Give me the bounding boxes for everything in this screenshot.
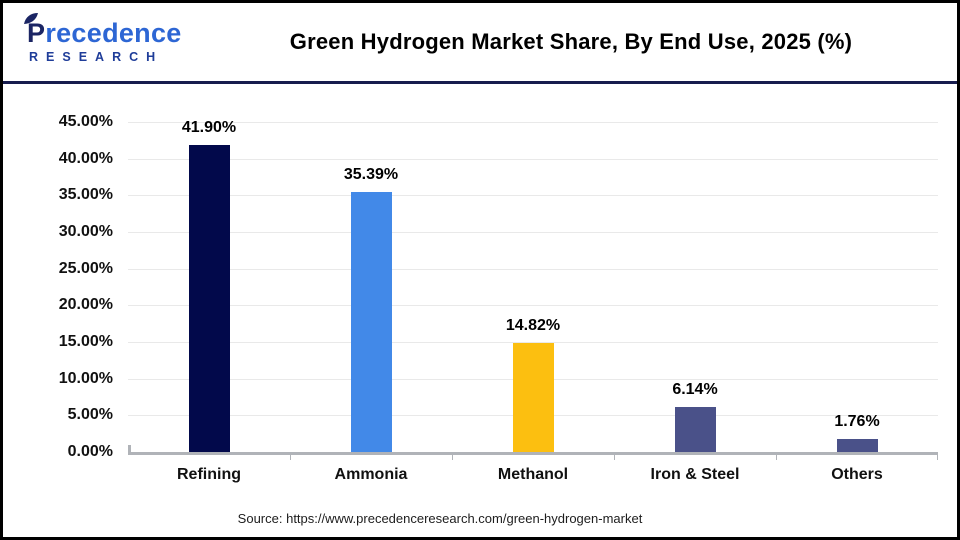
chart-title: Green Hydrogen Market Share, By End Use,… (289, 29, 853, 54)
y-axis-tick-label: 30.00% (58, 223, 113, 240)
x-axis-tick (776, 455, 777, 460)
bar-ammonia (350, 192, 392, 452)
y-axis-stub (128, 445, 131, 452)
source-text: Source: https://www.precedenceresearch.c… (237, 511, 643, 526)
bar-value-label: 35.39% (343, 166, 399, 184)
y-axis-tick-label: 25.00% (58, 259, 113, 277)
x-axis-label: Methanol (497, 466, 569, 483)
bar-value-label: 14.82% (505, 317, 561, 335)
y-axis-tick-label: 10.00% (58, 369, 113, 387)
bar-others (836, 439, 878, 452)
gridline (128, 268, 938, 270)
y-axis-tick-label: 15.00% (58, 333, 113, 350)
y-axis-tick-label: 35.00% (58, 186, 113, 204)
y-axis-tick-label: 40.00% (58, 149, 113, 167)
logo-word-rest: recedence (45, 18, 182, 49)
bar-methanol (512, 343, 554, 452)
bar-value-label: 6.14% (672, 380, 718, 398)
y-axis-tick-label: 45.00% (58, 113, 113, 130)
x-axis-tick (452, 455, 453, 460)
x-axis-tick (290, 455, 291, 460)
header-divider (3, 81, 957, 84)
bar-value-label: 41.90% (181, 118, 237, 136)
bar-refining (188, 144, 230, 452)
y-axis-tick-label: 0.00% (67, 443, 113, 460)
precedence-research-logo: Precedence RESEARCH (24, 13, 240, 65)
gridline (128, 342, 938, 343)
bar-value-label: 1.76% (834, 413, 880, 431)
x-axis-label: Refining (177, 466, 241, 483)
logo-research-text: RESEARCH (29, 50, 164, 65)
logo-letter-p: P (27, 18, 46, 49)
x-axis-tick (937, 455, 938, 460)
logo-wordmark: Precedence (24, 13, 240, 49)
gridline (128, 232, 938, 233)
y-axis-tick-label: 20.00% (58, 296, 113, 314)
x-axis-label: Others (831, 466, 883, 483)
gridline (128, 195, 938, 197)
bar-iron-steel (674, 406, 716, 452)
y-axis-tick-label: 5.00% (67, 406, 113, 424)
chart-canvas: Source: https://www.precedenceresearch.c… (3, 84, 957, 537)
leaf-icon (24, 13, 38, 25)
x-axis-label: Iron & Steel (650, 466, 740, 483)
x-axis-line (128, 452, 938, 455)
gridline (128, 305, 938, 307)
gridline (128, 158, 938, 160)
gridline (128, 122, 938, 123)
x-axis-tick (614, 455, 615, 460)
x-axis-label: Ammonia (334, 466, 408, 483)
header: Precedence RESEARCH Green Hydrogen Marke… (3, 3, 957, 81)
title-container: Green Hydrogen Market Share, By End Use,… (240, 29, 957, 55)
